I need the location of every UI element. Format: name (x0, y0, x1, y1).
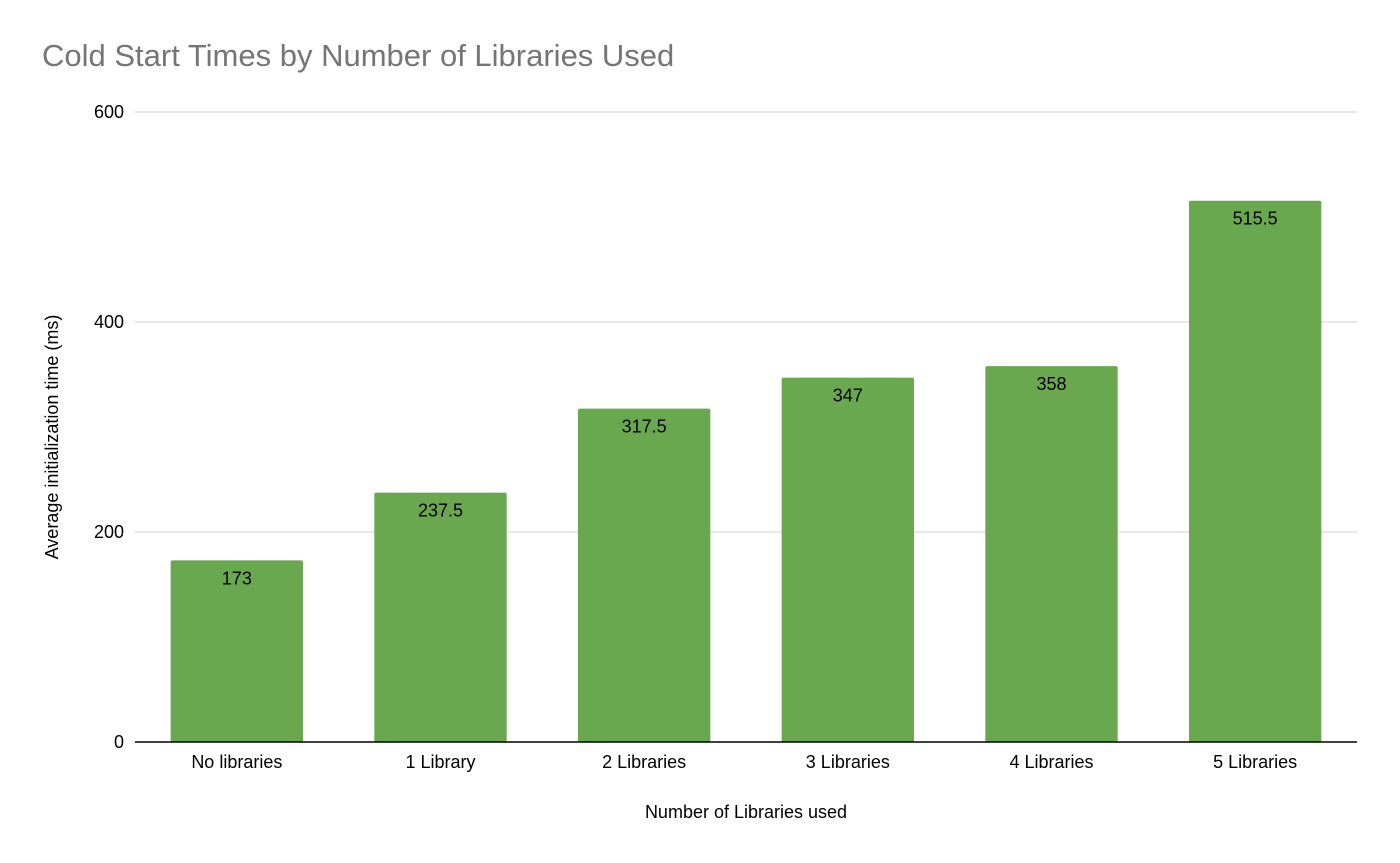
bar-value-label: 173 (222, 568, 252, 588)
x-tick-label: 3 Libraries (806, 752, 890, 772)
y-tick-label: 0 (114, 732, 124, 752)
chart-title: Cold Start Times by Number of Libraries … (42, 38, 674, 73)
bar-value-label: 237.5 (418, 501, 463, 521)
y-tick-label: 400 (94, 312, 124, 332)
y-axis-title: Average initialization time (ms) (42, 315, 62, 560)
y-axis-ticks: 0 200 400 600 (94, 102, 124, 752)
y-tick-label: 200 (94, 522, 124, 542)
x-tick-label: 2 Libraries (602, 752, 686, 772)
x-axis-title: Number of Libraries used (645, 802, 847, 822)
bar (781, 377, 915, 742)
bar-value-label: 515.5 (1233, 209, 1278, 229)
bar-value-label: 358 (1036, 374, 1066, 394)
data-labels: 173 237.5 317.5 347 358 515.5 (222, 209, 1278, 589)
x-tick-label: No libraries (191, 752, 282, 772)
x-tick-label: 5 Libraries (1213, 752, 1297, 772)
x-tick-label: 1 Library (405, 752, 475, 772)
gridlines (135, 111, 1357, 533)
bar-value-label: 347 (833, 386, 863, 406)
x-axis-ticks: No libraries 1 Library 2 Libraries 3 Librar… (191, 752, 1297, 772)
x-tick-label: 4 Libraries (1009, 752, 1093, 772)
bar (374, 492, 507, 742)
bar-value-label: 317.5 (622, 417, 667, 437)
y-tick-label: 600 (94, 102, 124, 122)
bar (170, 560, 304, 742)
bar (577, 408, 711, 742)
bar (1188, 200, 1322, 743)
bar (985, 366, 1118, 742)
bars (170, 200, 1322, 743)
